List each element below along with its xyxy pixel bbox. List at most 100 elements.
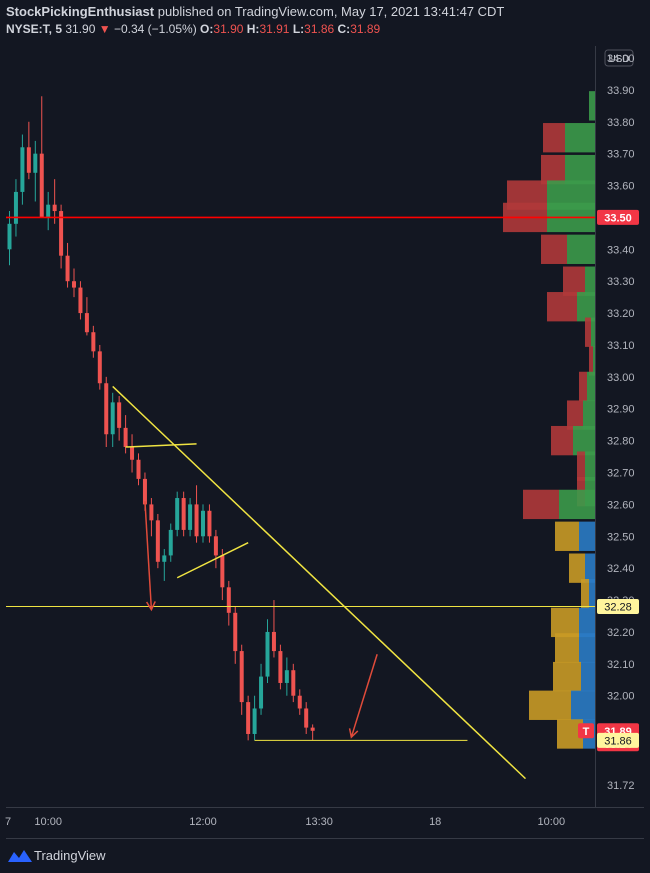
low-label: L: <box>292 22 305 36</box>
high-label: H: <box>246 22 260 36</box>
time-tick-label: 18 <box>429 816 441 828</box>
volume-bar-down <box>567 400 583 430</box>
candles <box>7 96 315 741</box>
open-label: O: <box>200 22 214 36</box>
price-label-tag <box>597 732 639 748</box>
candle-body <box>181 498 186 530</box>
candle-body <box>130 447 135 460</box>
volume-bar-up <box>571 690 595 720</box>
candle-body <box>78 287 83 314</box>
candle-body <box>149 504 154 521</box>
price-tick-label: 32.10 <box>607 659 635 671</box>
candle-body <box>7 223 12 250</box>
author-name[interactable]: StockPickingEnthusiast <box>6 4 155 19</box>
candle-body <box>278 651 283 683</box>
candle-body <box>13 191 18 224</box>
volume-bar-down <box>577 451 585 481</box>
published-text: published on TradingView.com, May 17, 20… <box>157 4 505 19</box>
candle-body <box>52 204 57 212</box>
currency-box <box>604 49 634 67</box>
volume-bar-up <box>587 371 595 402</box>
chart-frame <box>6 46 650 839</box>
volume-bar-up <box>593 346 595 376</box>
candle-body <box>291 670 296 696</box>
volume-bar-down <box>523 489 559 520</box>
candle-body <box>84 313 89 333</box>
high-value: 31.91 <box>259 22 290 36</box>
price-tick-label: 33.60 <box>607 181 635 193</box>
volume-bar-down <box>547 292 577 322</box>
candle-body <box>46 204 51 218</box>
volume-bar-up <box>585 451 595 481</box>
candle-body <box>162 555 167 562</box>
candle-body <box>20 147 25 192</box>
candle-body <box>91 332 96 352</box>
price-tick-label: 33.70 <box>607 149 635 161</box>
candle-body <box>226 587 231 613</box>
low-value: 31.86 <box>304 22 335 36</box>
candle-body <box>123 427 128 448</box>
candle-body <box>252 708 257 734</box>
volume-bar-down <box>541 234 567 264</box>
price-tick-label: 33.40 <box>607 244 635 256</box>
publish-line: StockPickingEnthusiast published on Trad… <box>6 4 504 19</box>
price-tick-label: 31.72 <box>607 780 635 792</box>
price-tick-label: 32.20 <box>607 627 635 639</box>
time-axis[interactable]: 7 10:00 12:00 13:30 18 10:00 <box>5 816 565 828</box>
time-tick-label: 10:00 <box>538 816 566 828</box>
volume-bar-down <box>555 521 579 551</box>
drawings <box>6 216 595 780</box>
price-label-tag <box>597 209 639 225</box>
candle-body <box>39 153 44 218</box>
candle-body <box>72 281 76 288</box>
volume-bar-up <box>589 91 595 121</box>
last-price: 31.90 <box>65 22 96 36</box>
volume-bar-up <box>585 266 595 296</box>
brand-name[interactable]: TradingView <box>34 848 106 863</box>
price-tick-label: 32.40 <box>607 563 635 575</box>
volume-bar-up <box>565 154 595 185</box>
arrow-shaft <box>144 501 153 610</box>
volume-profile <box>503 91 595 749</box>
price-tick-label: 33.20 <box>607 308 635 320</box>
candle-body <box>104 383 109 435</box>
tradingview-logo-icon[interactable] <box>8 848 32 864</box>
volume-bar-up <box>579 607 595 638</box>
arrow-head-icon <box>348 728 359 739</box>
volume-bar-down <box>589 346 593 376</box>
candle-body <box>304 708 309 728</box>
candle-body <box>259 676 264 709</box>
price-tick-label: 32.50 <box>607 531 635 543</box>
candle-body <box>65 255 70 282</box>
open-value: 31.90 <box>213 22 244 36</box>
candle-body <box>175 498 180 530</box>
chart-header: StockPickingEnthusiast published on Trad… <box>0 0 650 40</box>
volume-bar-up <box>559 489 595 520</box>
footer: TradingView <box>0 838 650 873</box>
price-tick-label: 33.30 <box>607 276 635 288</box>
candle-body <box>59 211 64 256</box>
volume-bar-down <box>555 633 579 663</box>
volume-bar-down <box>553 661 581 692</box>
price-label-value: 31.86 <box>604 735 632 747</box>
price-tick-label: 34.00 <box>607 53 635 65</box>
candle-body <box>97 351 102 384</box>
candle-body <box>310 727 315 731</box>
time-tick-label: 12:00 <box>189 816 217 828</box>
symbol-label[interactable]: NYSE:T, 5 <box>6 22 63 36</box>
down-arrow-icon: ▼ <box>98 22 111 36</box>
candle-body <box>233 612 238 652</box>
candle-body <box>246 702 251 734</box>
candle-body <box>194 504 199 537</box>
candle-body <box>297 695 302 709</box>
volume-bar-down <box>551 607 579 638</box>
volume-bar-up <box>591 317 595 347</box>
trend-line <box>112 385 527 780</box>
price-tick-label: 32.00 <box>607 691 635 703</box>
volume-bar-up <box>565 123 595 153</box>
volume-bar-down <box>569 553 585 583</box>
close-label: C: <box>337 22 351 36</box>
volume-bar-up <box>567 234 595 264</box>
